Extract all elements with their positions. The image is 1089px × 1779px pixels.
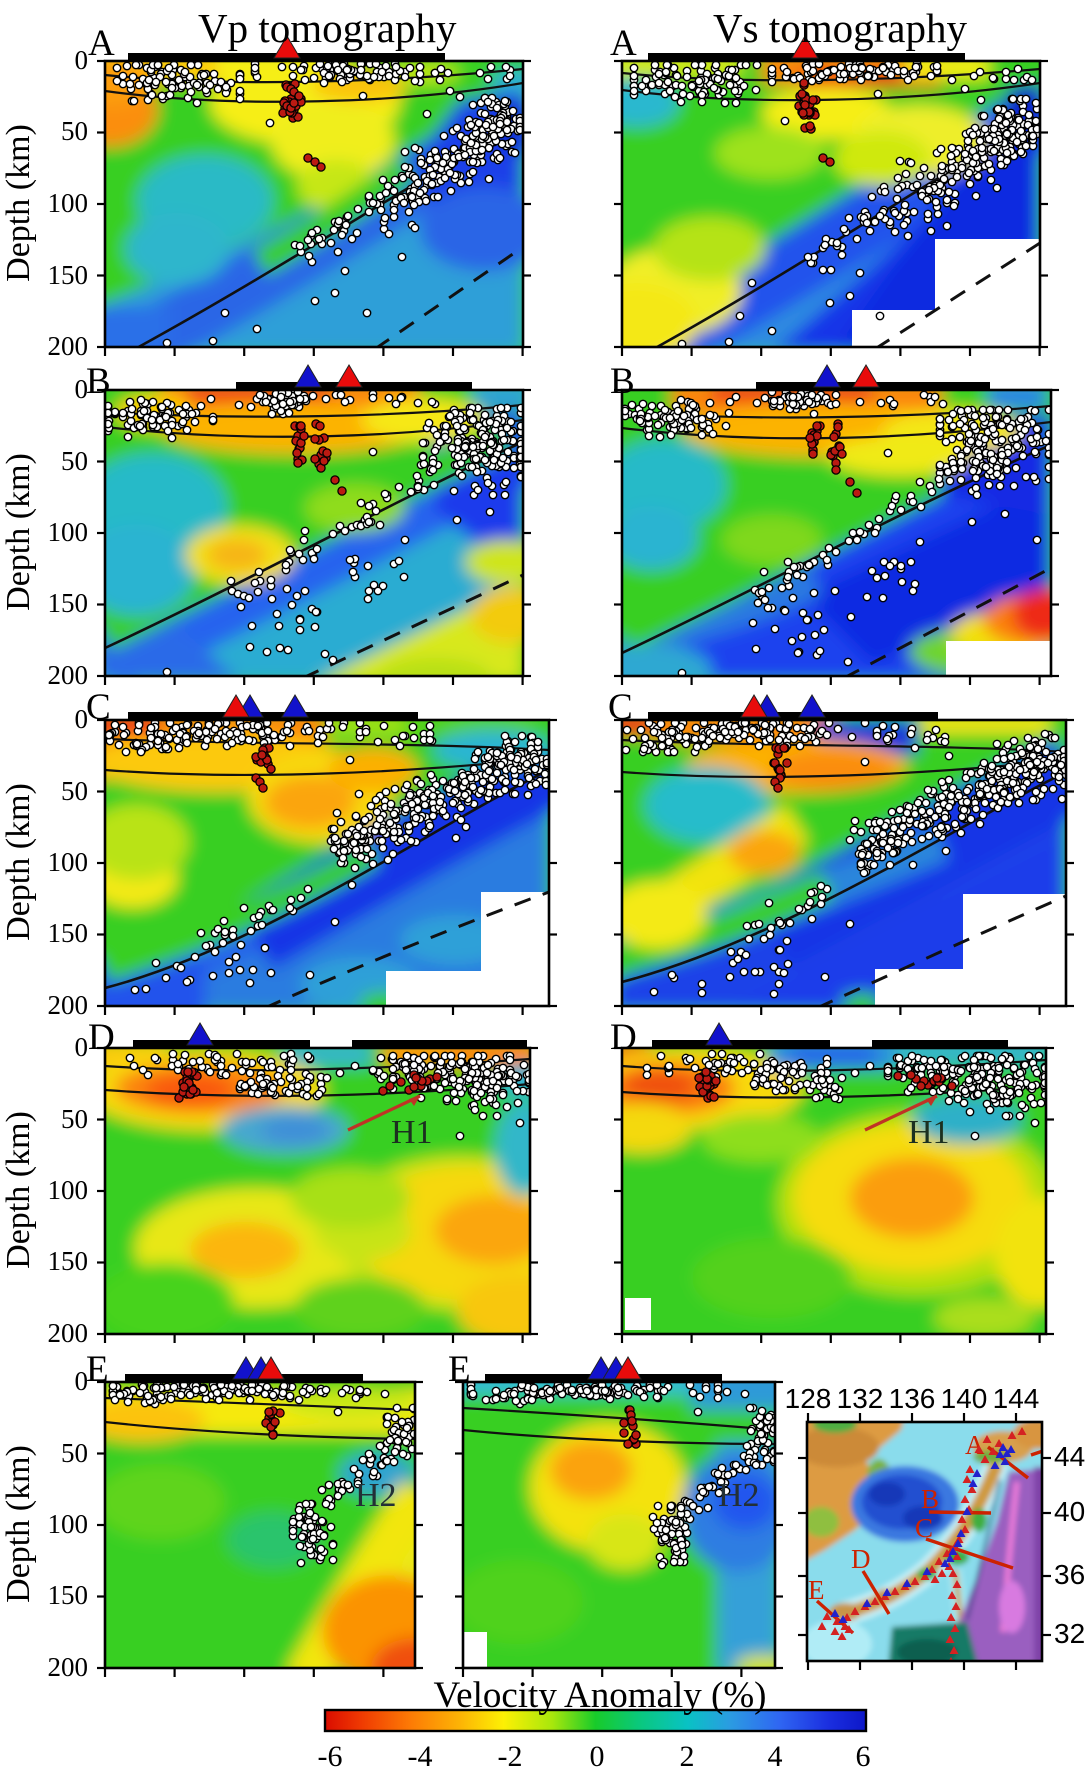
svg-text:H2: H2 bbox=[355, 1477, 397, 1514]
svg-text:H2: H2 bbox=[718, 1477, 760, 1514]
svg-text:H1: H1 bbox=[391, 1114, 433, 1151]
svg-text:D: D bbox=[851, 1544, 871, 1574]
svg-text:H1: H1 bbox=[908, 1114, 950, 1151]
svg-text:C: C bbox=[915, 1513, 933, 1543]
svg-text:A: A bbox=[965, 1430, 985, 1460]
svg-text:E: E bbox=[808, 1575, 825, 1605]
svg-text:B: B bbox=[921, 1484, 939, 1514]
